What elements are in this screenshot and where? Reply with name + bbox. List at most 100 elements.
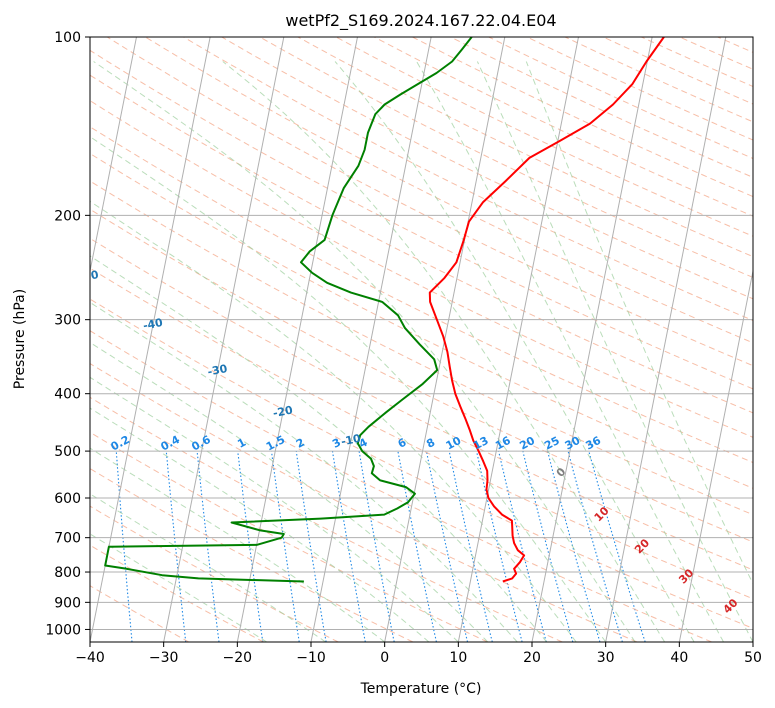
dry-adiabat <box>90 152 753 489</box>
isotherm-label: -40 <box>142 316 164 333</box>
x-tick-label: −40 <box>75 650 105 666</box>
isotherm-line <box>605 37 727 642</box>
moist-adiabat <box>416 61 724 642</box>
isotherm-label: -30 <box>206 362 228 379</box>
mixing-ratio-label: 36 <box>583 434 603 453</box>
moist-adiabat <box>90 376 459 642</box>
mixing-ratio-line <box>295 451 327 642</box>
mixing-ratio-line <box>588 450 646 642</box>
mixing-ratio-line <box>196 451 220 642</box>
y-tick-label: 600 <box>54 491 81 507</box>
mixing-ratio-label: 16 <box>493 434 513 453</box>
dry-adiabat <box>106 37 753 367</box>
isotherm-label: -20 <box>272 403 294 420</box>
chart-title: wetPf2_S169.2024.167.22.04.E04 <box>285 11 556 31</box>
y-tick-label: 700 <box>54 531 81 547</box>
moist-adiabat <box>90 200 577 642</box>
mixing-ratio-line <box>165 451 187 642</box>
isotherm-line <box>236 37 358 642</box>
dry-adiabat <box>90 468 414 642</box>
y-axis-ticks: 100 200 300 400 500 600 700 800 900 1000 <box>45 30 90 638</box>
moist-adiabat <box>525 61 753 585</box>
mixing-ratio-line <box>397 450 437 642</box>
isotherm-line <box>90 37 211 642</box>
line-labels: -100-90-80-70-60-50-40-30-20-100.10.20.4… <box>78 268 741 616</box>
dry-adiabat <box>221 37 753 300</box>
x-tick-label: −20 <box>223 650 253 666</box>
moist-adiabat <box>90 301 518 642</box>
isotherm-line <box>678 268 753 642</box>
y-axis-label: Pressure (hPa) <box>12 289 28 389</box>
temperature-profile <box>428 37 665 583</box>
dry-adiabat <box>374 37 753 217</box>
moist-adiabat <box>90 533 268 642</box>
dry-adiabat <box>90 237 753 571</box>
mixing-ratio-line <box>115 451 133 642</box>
y-tick-label: 500 <box>54 444 81 460</box>
x-tick-label: 10 <box>449 650 467 666</box>
y-tick-label: 300 <box>54 313 81 329</box>
dewpoint-profile <box>104 37 473 583</box>
pressure-gridlines <box>90 37 753 630</box>
dry-adiabat <box>297 37 753 258</box>
moist-adiabat <box>90 493 326 642</box>
isotherm-line <box>457 37 579 642</box>
isotherm-lines <box>90 37 753 642</box>
mixing-ratio-line <box>425 450 469 642</box>
dry-adiabat <box>335 37 753 237</box>
y-tick-label: 400 <box>54 387 81 403</box>
dry-adiabat <box>412 37 753 198</box>
dry-adiabat <box>90 505 339 642</box>
x-axis-ticks: −40 −30 −20 −10 0 10 20 30 40 50 <box>75 642 762 666</box>
dry-adiabat <box>450 37 753 178</box>
dry-adiabat <box>90 396 563 642</box>
isotherm-line <box>163 37 285 642</box>
dry-adiabat <box>90 49 753 390</box>
mixing-ratio-line <box>270 451 300 642</box>
y-tick-label: 800 <box>54 565 81 581</box>
plot-frame <box>89 36 754 643</box>
isotherm-line <box>310 37 432 642</box>
mixing-ratio-line <box>448 450 493 642</box>
sounding-profiles <box>104 37 665 583</box>
mixing-ratio-line <box>475 450 523 642</box>
x-tick-label: 30 <box>597 650 615 666</box>
dry-adiabat <box>259 37 753 279</box>
x-tick-label: 0 <box>380 650 389 666</box>
x-tick-label: 40 <box>670 650 688 666</box>
x-axis-label: Temperature (°C) <box>360 681 482 697</box>
mixing-ratio-line <box>237 451 264 642</box>
moist-adiabat <box>90 255 548 642</box>
dry-adiabat <box>90 74 753 414</box>
mixing-ratio-label: 10 <box>444 434 464 453</box>
mixing-ratio-label: 30 <box>563 434 583 453</box>
y-tick-label: 200 <box>54 208 81 224</box>
x-tick-label: −10 <box>296 650 326 666</box>
mixing-ratio-lines <box>115 450 646 642</box>
isotherm-label: -50 <box>78 268 100 285</box>
plot-area: -100-90-80-70-60-50-40-30-20-100.10.20.4… <box>78 37 753 642</box>
moist-adiabat <box>93 61 636 642</box>
mixing-ratio-line <box>498 450 547 642</box>
y-tick-label: 1000 <box>45 622 81 638</box>
isotherm-line <box>90 37 137 274</box>
isotherm-line <box>531 37 653 642</box>
x-tick-label: 20 <box>523 650 541 666</box>
mixing-ratio-label: 13 <box>471 434 491 453</box>
moist-adiabat <box>90 447 385 642</box>
x-tick-label: −30 <box>149 650 179 666</box>
dry-adiabat <box>90 126 753 464</box>
dry-adiabat <box>183 37 753 322</box>
y-tick-label: 900 <box>54 595 81 611</box>
isotherm-label: -10 <box>340 432 362 449</box>
dry-adiabat <box>90 267 753 600</box>
dry-adiabat <box>145 37 753 344</box>
mixing-ratio-label: 20 <box>517 434 537 453</box>
x-tick-label: 50 <box>744 650 762 666</box>
moist-adiabat <box>334 61 695 642</box>
dry-adiabat <box>90 100 753 438</box>
y-tick-label: 100 <box>54 30 81 46</box>
mixing-ratio-label: 25 <box>542 434 562 453</box>
mixing-ratio-line <box>358 451 395 642</box>
